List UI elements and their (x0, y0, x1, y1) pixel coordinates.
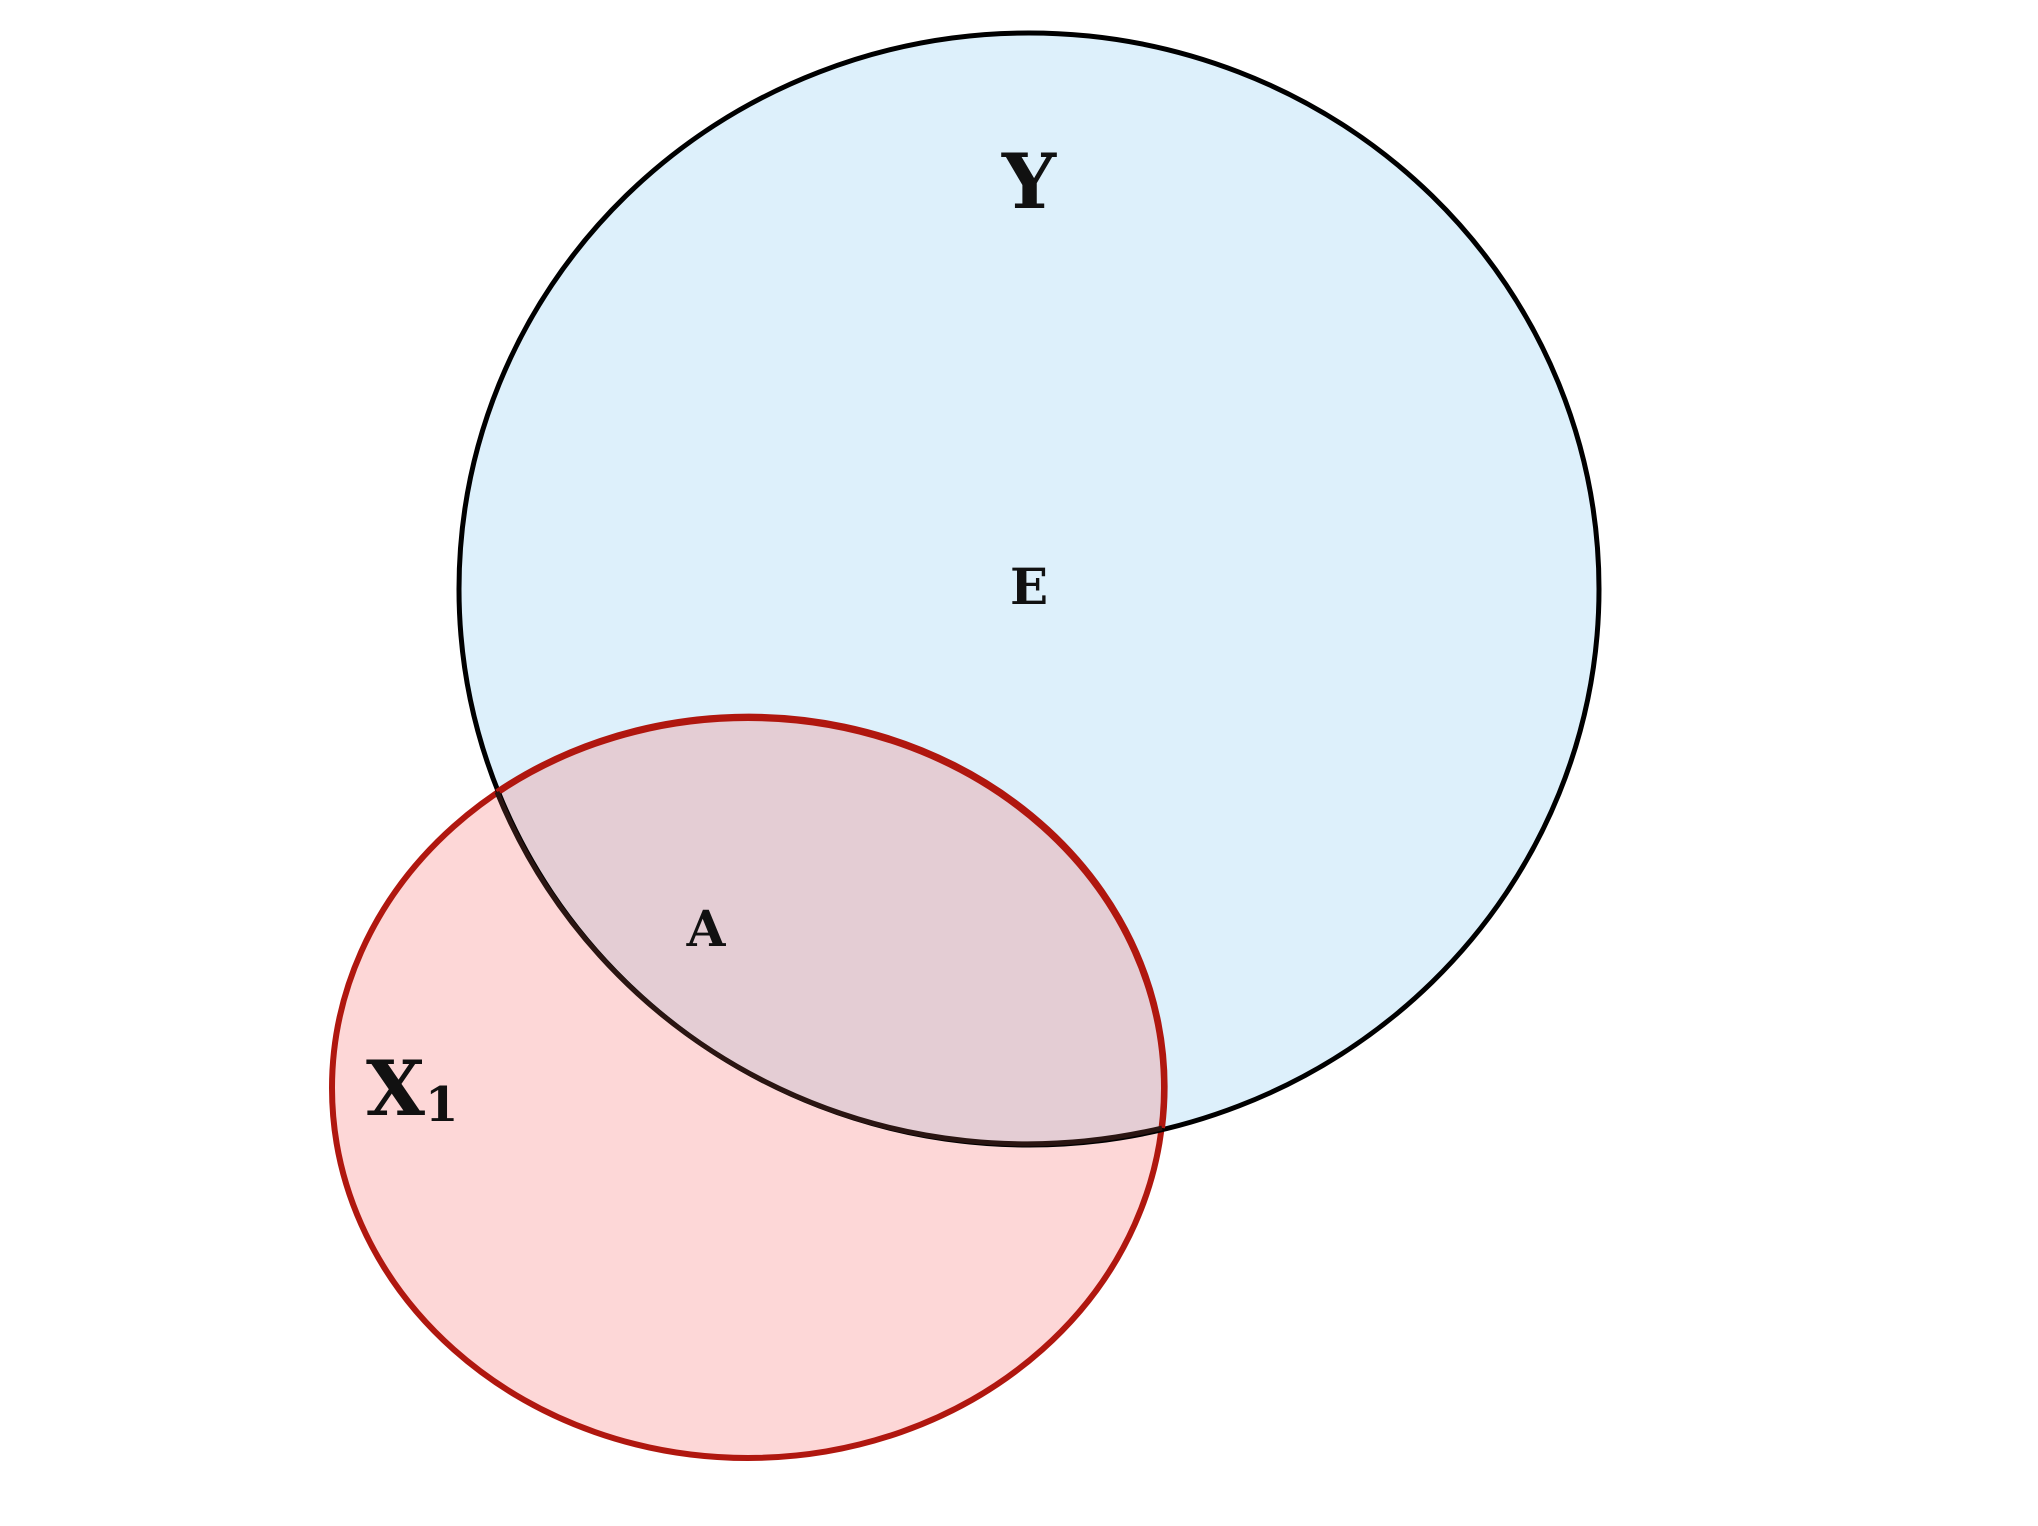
region-e-label: E (1010, 557, 1048, 616)
set-y-label: Y (1001, 137, 1057, 226)
set-x1-outline-top (495, 713, 1168, 1129)
set-x1-label-subscript: 1 (425, 1077, 458, 1133)
set-y-outline-overlap-arc (494, 791, 1163, 1147)
set-x1-label-main: X (366, 1044, 425, 1133)
region-a-label: A (686, 899, 727, 958)
set-x1-label: X1 (366, 1044, 458, 1133)
